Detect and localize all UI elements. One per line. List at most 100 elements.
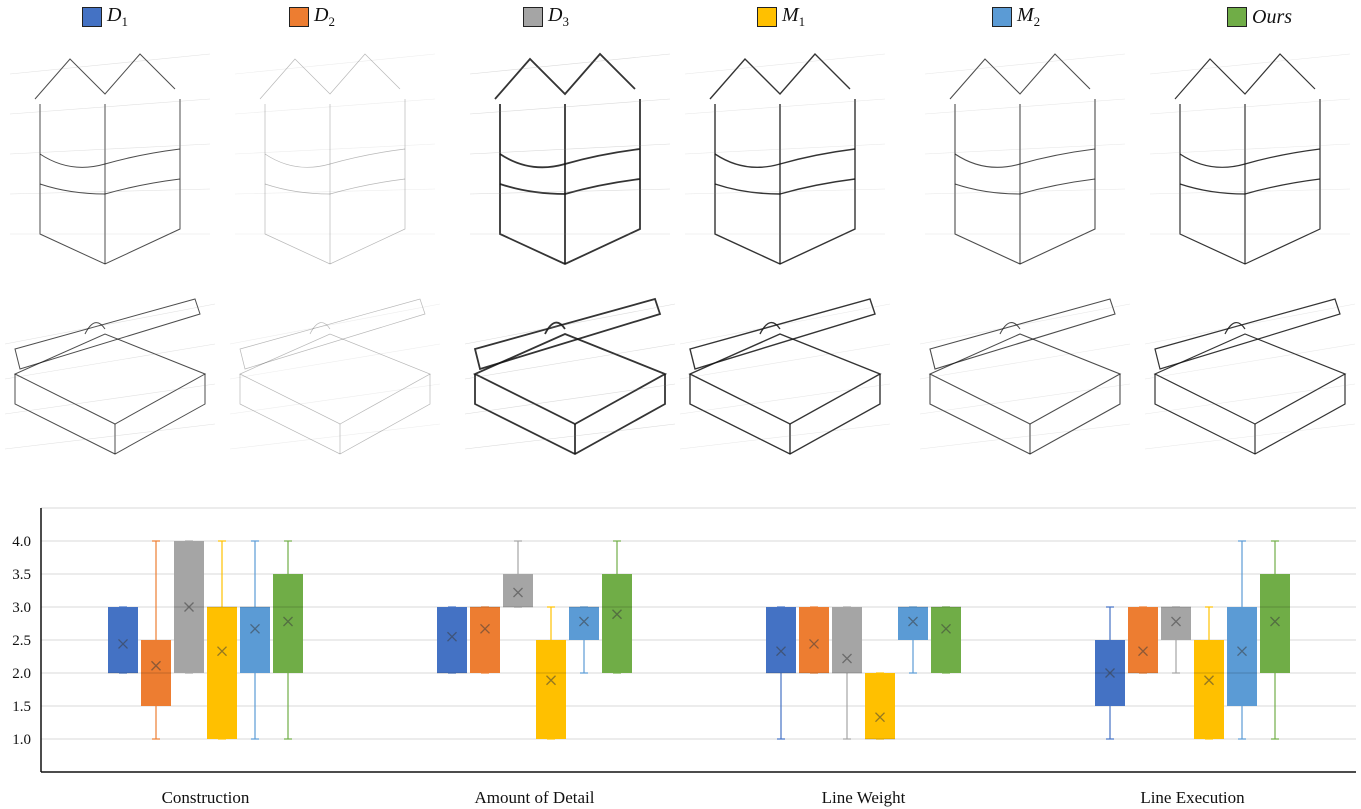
mean-marker [513, 587, 523, 598]
box-iqr [602, 574, 632, 673]
box-plot-chart: 1.0 1.5 2.0 2.5 3.0 3.5 4.0 Construction Amount … [12, 507, 1356, 807]
box-d1 [108, 606, 138, 674]
legend-item-ours: Ours [1227, 6, 1292, 28]
mean-marker [151, 660, 161, 671]
box-iqr [1194, 640, 1224, 739]
legend-swatch [757, 7, 777, 27]
box-m1 [536, 606, 566, 740]
y-tick-label: 1.0 [12, 732, 31, 748]
legend-item-d1: D1 [82, 4, 128, 29]
mean-marker [1270, 616, 1280, 627]
mean-marker [875, 712, 885, 723]
mean-marker [480, 623, 490, 634]
sketch-house-col-5 [924, 53, 1126, 265]
legend-item-m2: M2 [992, 4, 1041, 29]
legend-swatch [523, 7, 543, 27]
box-m2 [898, 606, 928, 674]
box-m2 [569, 606, 599, 674]
sketch-hinged-box-col-1 [4, 298, 216, 455]
box-d3 [503, 540, 533, 608]
sketch-hinged-box-col-5 [919, 298, 1131, 455]
sketch-hinged-box-col-3 [464, 297, 676, 456]
y-tick-label: 3.5 [12, 567, 31, 583]
box-iqr [799, 607, 829, 673]
mean-marker [842, 653, 852, 664]
box-ours [602, 540, 632, 674]
box-d3 [1161, 606, 1191, 674]
box-d2 [1128, 606, 1158, 674]
mean-marker [579, 616, 589, 627]
box-ours [1260, 540, 1290, 740]
x-category-label: Construction [162, 788, 250, 807]
box-iqr [898, 607, 928, 640]
box-iqr [503, 574, 533, 607]
sketch-house-col-4 [684, 52, 886, 265]
box-iqr [1227, 607, 1257, 706]
box-iqr [865, 673, 895, 739]
y-tick-label: 4.0 [12, 534, 31, 550]
category-group-construction [108, 540, 303, 740]
box-d1 [766, 606, 796, 740]
sketch-house-col-1 [9, 53, 211, 265]
x-category-label: Line Weight [822, 788, 906, 807]
legend-label: M1 [782, 4, 806, 29]
legend-swatch [992, 7, 1012, 27]
box-d2 [141, 540, 171, 740]
box-iqr [931, 607, 961, 673]
mean-marker [776, 646, 786, 657]
legend-item-d3: D3 [523, 4, 569, 29]
legend-label: D2 [314, 4, 335, 29]
box-d2 [799, 606, 829, 674]
x-category-label: Line Execution [1140, 788, 1245, 807]
box-iqr [108, 607, 138, 673]
mean-marker [1204, 675, 1214, 686]
legend-label: D1 [107, 4, 128, 29]
mean-marker [1138, 646, 1148, 657]
mean-marker [184, 602, 194, 612]
box-iqr [1260, 574, 1290, 673]
y-axis-tick-labels: 1.0 1.5 2.0 2.5 3.0 3.5 4.0 [12, 534, 31, 748]
sketch-house-col-3 [469, 52, 671, 265]
x-category-label: Amount of Detail [475, 788, 595, 807]
sketch-hinged-box-col-6 [1144, 298, 1356, 455]
legend-item-m1: M1 [757, 4, 806, 29]
mean-marker [217, 646, 227, 657]
box-d1 [437, 606, 467, 674]
mean-marker [908, 616, 918, 627]
mean-marker [118, 639, 128, 649]
category-group-line-execution [1095, 540, 1290, 740]
sketch-hinged-box-col-2 [229, 298, 441, 455]
box-m1 [865, 672, 895, 740]
box-m2 [240, 540, 270, 740]
mean-marker [1105, 668, 1115, 678]
box-iqr [470, 607, 500, 673]
box-iqr [1161, 607, 1191, 640]
y-tick-label: 2.5 [12, 633, 31, 649]
box-iqr [832, 607, 862, 673]
box-iqr [437, 607, 467, 673]
box-iqr [141, 640, 171, 706]
chart-legend: D1 D2 D3 M1 M2 Ours [0, 0, 1361, 34]
box-iqr [273, 574, 303, 673]
sketch-figure-grid [4, 52, 1356, 456]
category-group-amount-of-detail [437, 540, 632, 740]
box-m1 [207, 540, 237, 740]
y-tick-label: 2.0 [12, 666, 31, 682]
box-d3 [832, 606, 862, 740]
legend-label: M2 [1017, 4, 1041, 29]
box-d3 [174, 540, 204, 674]
legend-swatch [289, 7, 309, 27]
legend-item-d2: D2 [289, 4, 335, 29]
y-tick-label: 1.5 [12, 699, 31, 715]
box-d2 [470, 606, 500, 674]
sketch-house-col-2 [234, 53, 436, 265]
legend-label: Ours [1252, 5, 1293, 28]
mean-marker [447, 631, 457, 642]
box-iqr [766, 607, 796, 673]
mean-marker [546, 675, 556, 686]
mean-marker [809, 639, 819, 649]
box-iqr [1128, 607, 1158, 673]
box-m1 [1194, 606, 1224, 740]
box-ours [931, 606, 961, 674]
mean-marker [1237, 646, 1247, 657]
